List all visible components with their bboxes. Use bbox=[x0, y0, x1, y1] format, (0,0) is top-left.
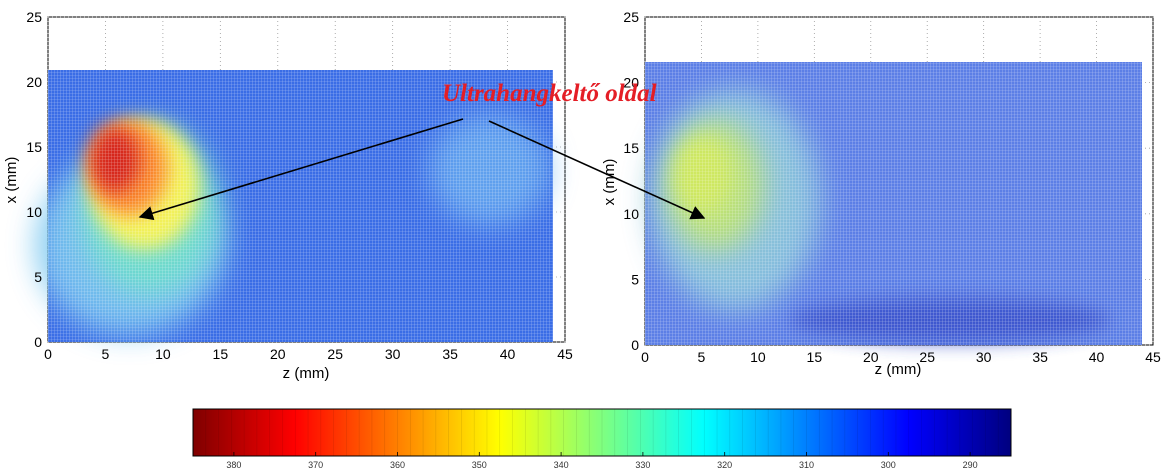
mesh-overlay bbox=[48, 70, 553, 342]
colorbar-step-lines bbox=[205, 409, 999, 456]
annotation-arrow-left bbox=[138, 118, 464, 221]
x-tick-label: 5 bbox=[698, 349, 706, 365]
x-tick-label: 0 bbox=[44, 346, 52, 362]
annotation-arrow-right bbox=[488, 120, 706, 220]
colorbar-gradient bbox=[193, 409, 1011, 456]
y-tick-label: 15 bbox=[623, 140, 639, 156]
right-heatmap-panel: 0 5 10 15 20 25 30 35 40 45 0 5 10 15 20 25 z (mm) x (… bbox=[601, 9, 1161, 378]
x-tick-label: 5 bbox=[102, 346, 110, 362]
x-tick-label: 20 bbox=[270, 346, 286, 362]
y-tick-label: 0 bbox=[34, 334, 42, 350]
y-tick-label: 25 bbox=[26, 9, 42, 25]
x-axis-label: z (mm) bbox=[283, 365, 330, 382]
y-axis-label: x (mm) bbox=[3, 157, 20, 204]
colorbar-frame bbox=[192, 408, 1012, 457]
y-tick-label: 25 bbox=[623, 9, 639, 25]
y-tick-label: 0 bbox=[631, 337, 639, 353]
colorbar-tick-label: 350 bbox=[472, 460, 487, 470]
colorbar-tick-label: 360 bbox=[390, 460, 405, 470]
x-tick-labels: 0 5 10 15 20 25 30 35 40 45 bbox=[44, 346, 573, 362]
y-tick-label: 5 bbox=[631, 271, 639, 287]
x-tick-label: 35 bbox=[442, 346, 458, 362]
y-tick-label: 20 bbox=[623, 75, 639, 91]
x-tick-label: 0 bbox=[641, 349, 649, 365]
x-tick-label: 15 bbox=[807, 349, 823, 365]
colorbar-tick-label: 330 bbox=[635, 460, 650, 470]
colorbar-tick-label: 380 bbox=[226, 460, 241, 470]
colorbar: 380 370 360 350 340 330 320 310 300 290 bbox=[192, 408, 1012, 470]
y-tick-label: 10 bbox=[623, 206, 639, 222]
x-tick-label: 25 bbox=[327, 346, 343, 362]
x-tick-label: 30 bbox=[976, 349, 992, 365]
left-heatmap-panel: 0 5 10 15 20 25 30 35 40 45 0 5 10 15 20 25 z (mm) x (… bbox=[3, 9, 573, 382]
y-axis-label: x (mm) bbox=[601, 159, 618, 206]
y-tick-label: 20 bbox=[26, 74, 42, 90]
colorbar-tick-label: 340 bbox=[554, 460, 569, 470]
y-tick-label: 10 bbox=[26, 204, 42, 220]
x-tick-labels: 0 5 10 15 20 25 30 35 40 45 bbox=[641, 349, 1161, 365]
x-tick-label: 25 bbox=[919, 349, 935, 365]
colorbar-tick-labels: 380 370 360 350 340 330 320 310 300 290 bbox=[226, 452, 978, 470]
colorbar-tick-label: 370 bbox=[308, 460, 323, 470]
y-tick-label: 15 bbox=[26, 139, 42, 155]
x-tick-label: 40 bbox=[500, 346, 516, 362]
x-tick-label: 20 bbox=[863, 349, 879, 365]
x-tick-label: 45 bbox=[1145, 349, 1161, 365]
x-tick-label: 10 bbox=[155, 346, 171, 362]
colorbar-tick-label: 310 bbox=[799, 460, 814, 470]
y-tick-label: 5 bbox=[34, 269, 42, 285]
colorbar-tick-label: 300 bbox=[881, 460, 896, 470]
annotation-text: Ultrahangkeltő oldal bbox=[442, 80, 657, 107]
x-tick-label: 30 bbox=[385, 346, 401, 362]
temperature-field bbox=[645, 62, 1142, 345]
colorbar-tick-label: 290 bbox=[963, 460, 978, 470]
y-tick-labels: 0 5 10 15 20 25 bbox=[26, 9, 42, 350]
x-tick-label: 10 bbox=[750, 349, 766, 365]
x-tick-label: 45 bbox=[557, 346, 573, 362]
y-tick-labels: 0 5 10 15 20 25 bbox=[623, 9, 639, 353]
colorbar-tick-label: 320 bbox=[717, 460, 732, 470]
temperature-field bbox=[35, 70, 553, 342]
x-axis-label: z (mm) bbox=[875, 361, 922, 378]
x-tick-label: 35 bbox=[1032, 349, 1048, 365]
mesh-overlay bbox=[645, 62, 1142, 345]
x-tick-label: 40 bbox=[1089, 349, 1105, 365]
x-tick-label: 15 bbox=[213, 346, 229, 362]
